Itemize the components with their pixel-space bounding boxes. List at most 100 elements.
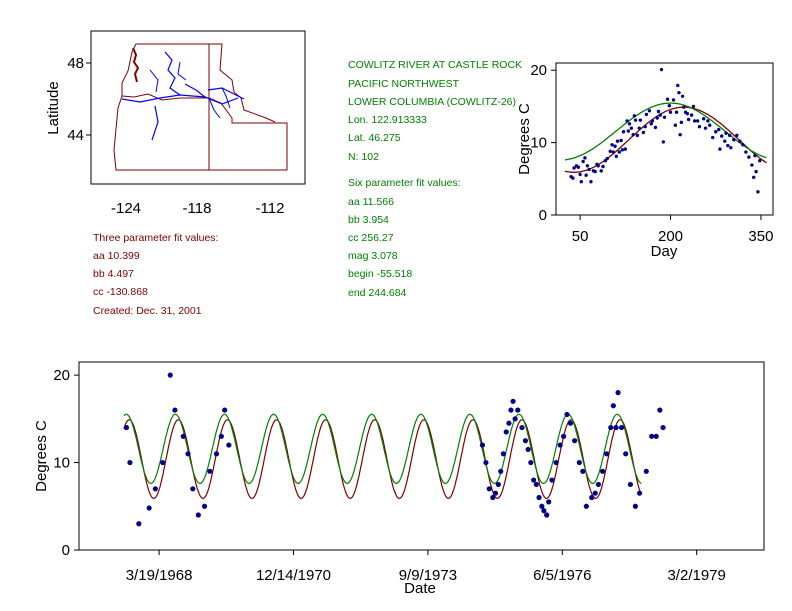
seasonal-data-point xyxy=(729,145,733,150)
seasonal-data-point xyxy=(647,109,652,113)
seasonal-ytick-label: 0 xyxy=(539,207,547,224)
seasonal-data-point xyxy=(620,148,625,152)
seasonal-data-point xyxy=(615,139,620,143)
seasonal-data-point xyxy=(608,149,612,154)
seasonal-data-point xyxy=(741,143,745,147)
map-ylabel: Latitude xyxy=(45,81,62,134)
seasonal-data-point xyxy=(633,118,638,122)
timeseries-data-point xyxy=(127,459,133,466)
timeseries-data-point xyxy=(564,411,570,418)
timeseries-plot-frame xyxy=(78,361,765,551)
seasonal-data-point xyxy=(678,132,682,137)
wa-or-border xyxy=(121,93,209,101)
timeseries-data-point xyxy=(503,429,509,435)
timeseries-data-point xyxy=(483,459,489,466)
seasonal-data-point xyxy=(735,133,739,138)
six-param-cc: cc 256.27 xyxy=(348,232,394,244)
timeseries-data-point xyxy=(613,424,619,431)
timeseries-data-point xyxy=(218,433,224,439)
timeseries-data-point xyxy=(172,407,178,413)
timeseries-fit-3param xyxy=(123,419,642,500)
six-param-end: end 244.684 xyxy=(348,287,407,299)
seasonal-data-point xyxy=(638,118,643,122)
timeseries-data-point xyxy=(567,420,574,426)
timeseries-data-point xyxy=(506,420,512,426)
timeseries-data-point xyxy=(519,424,525,431)
seasonal-data-point xyxy=(626,129,631,133)
timeseries-data-point xyxy=(618,424,625,431)
seasonal-ytick-label: 20 xyxy=(530,62,547,79)
station-basin: LOWER COLUMBIA (COWLITZ-26) xyxy=(348,96,516,108)
timeseries-ticks: 0 10 20 3/19/1968 12/14/1970 9/9/1973 6/5/1976… xyxy=(53,367,726,584)
timeseries-data-point xyxy=(553,459,559,466)
river-branch-6 xyxy=(208,97,221,119)
timeseries-points xyxy=(123,372,666,527)
seasonal-data-point xyxy=(650,119,655,123)
timeseries-ytick-label: 20 xyxy=(53,367,70,384)
seasonal-data-point xyxy=(635,133,640,138)
seasonal-data-point xyxy=(665,97,670,101)
timeseries-data-point xyxy=(185,451,191,457)
seasonal-data-point xyxy=(747,155,751,159)
willamette-river xyxy=(151,105,159,141)
seasonal-data-point xyxy=(649,122,653,126)
seasonal-data-point xyxy=(750,163,754,167)
seasonal-points xyxy=(569,67,762,194)
timeseries-data-point xyxy=(627,481,634,488)
timeseries-data-point xyxy=(580,468,586,474)
timeseries-fit-6param xyxy=(123,413,642,485)
timeseries-data-point xyxy=(500,451,507,457)
timeseries-xtick-label: 3/2/1979 xyxy=(667,567,725,584)
timeseries-data-point xyxy=(201,503,208,509)
seasonal-data-point xyxy=(584,173,588,177)
timeseries-xtick-label: 12/14/1970 xyxy=(256,567,331,584)
seasonal-data-point xyxy=(718,147,722,151)
timeseries-data-point xyxy=(595,481,602,488)
timeseries-data-point xyxy=(495,481,501,488)
timeseries-data-point xyxy=(653,433,659,439)
map-frame xyxy=(90,30,306,185)
timeseries-data-point xyxy=(636,490,643,496)
snake-river xyxy=(207,87,245,100)
timeseries-data-point xyxy=(512,416,518,422)
seasonal-xlabel: Day xyxy=(651,243,678,260)
timeseries-data-point xyxy=(541,508,547,514)
timeseries-data-point xyxy=(531,477,537,483)
seasonal-data-point xyxy=(576,165,581,169)
timeseries-data-point xyxy=(226,442,232,448)
seasonal-data-point xyxy=(668,110,673,114)
timeseries-xlabel: Date xyxy=(404,580,436,597)
six-param-mag: mag 3.078 xyxy=(348,250,398,262)
station-region: PACIFIC NORTHWEST xyxy=(348,78,460,90)
seasonal-data-point xyxy=(677,90,681,95)
timeseries-data-point xyxy=(510,398,516,404)
timeseries-data-point xyxy=(572,438,578,444)
seasonal-data-point xyxy=(625,119,629,123)
seasonal-data-point xyxy=(711,135,715,140)
timeseries-data-point xyxy=(479,442,486,448)
seasonal-fit-6param xyxy=(564,102,767,161)
timeseries-data-point xyxy=(160,459,166,466)
seasonal-data-point xyxy=(689,113,694,117)
six-param-aa: aa 11.566 xyxy=(348,196,394,208)
timeseries-data-point xyxy=(643,468,649,474)
seasonal-data-point xyxy=(587,167,591,172)
seasonal-data-point xyxy=(605,156,609,161)
seasonal-data-point xyxy=(756,190,760,194)
seasonal-data-point xyxy=(658,113,662,117)
seasonal-data-point xyxy=(593,169,597,174)
seasonal-data-point xyxy=(623,147,628,151)
river-branch-4 xyxy=(177,61,187,81)
seasonal-data-point xyxy=(596,164,600,168)
timeseries-data-point xyxy=(522,438,529,444)
seasonal-data-point xyxy=(720,134,724,138)
seasonal-data-point xyxy=(581,159,585,164)
timeseries-data-point xyxy=(583,503,589,509)
timeseries-data-point xyxy=(544,512,550,518)
station-name: COWLITZ RIVER AT CASTLE ROCK xyxy=(348,59,522,71)
timeseries-data-point xyxy=(498,468,504,474)
seasonal-data-point xyxy=(621,130,626,134)
seasonal-data-point xyxy=(611,150,615,154)
seasonal-data-point xyxy=(727,133,732,138)
